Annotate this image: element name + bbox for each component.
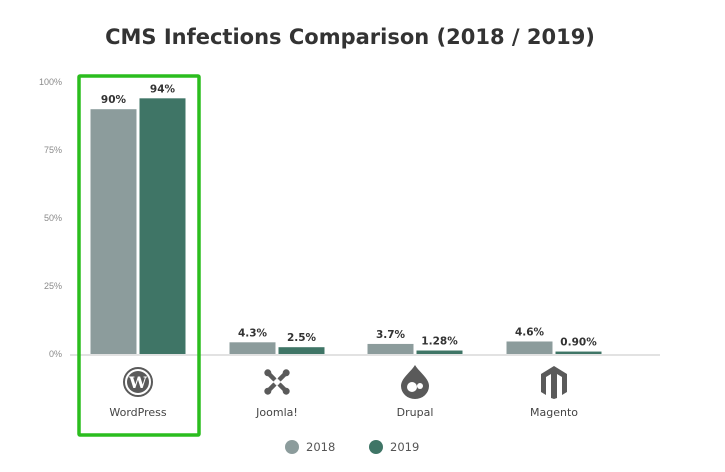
wordpress-icon: W xyxy=(123,367,153,397)
bar-2019-magento xyxy=(555,351,602,354)
legend-item-2018[interactable]: 2018 xyxy=(285,440,335,454)
category-label-wordpress: WordPress xyxy=(109,406,166,419)
data-label: 94% xyxy=(150,83,176,95)
legend-label: 2018 xyxy=(306,440,335,454)
highlight-box xyxy=(77,74,201,437)
bar-2018-wordpress xyxy=(90,109,137,354)
bar-2018-magento xyxy=(506,341,553,354)
data-label: 0.90% xyxy=(560,337,597,349)
data-label: 3.7% xyxy=(376,329,406,341)
y-axis: 0% 25% 50% 75% 100% xyxy=(39,77,62,359)
data-label: 90% xyxy=(101,94,127,106)
y-tick-label: 25% xyxy=(44,281,62,291)
legend-item-2019[interactable]: 2019 xyxy=(369,440,419,454)
svg-text:W: W xyxy=(128,373,148,392)
bar-2019-drupal xyxy=(416,350,463,354)
bar-2019-joomla xyxy=(278,347,325,354)
legend: 2018 2019 xyxy=(285,440,419,454)
data-label: 4.6% xyxy=(515,326,545,338)
bars: 90% 94% 4.3% 2.5% 3.7% 1.28% 4.6% 0.90% xyxy=(90,83,602,354)
bar-2018-drupal xyxy=(367,343,414,354)
y-tick-label: 75% xyxy=(44,145,62,155)
magento-icon xyxy=(541,366,567,399)
drupal-icon xyxy=(401,365,429,399)
category-label-joomla: Joomla! xyxy=(255,406,298,419)
chart-title: CMS Infections Comparison (2018 / 2019) xyxy=(105,25,595,49)
legend-swatch xyxy=(369,440,383,454)
data-label: 1.28% xyxy=(421,336,458,348)
legend-label: 2019 xyxy=(390,440,419,454)
y-tick-label: 50% xyxy=(44,213,62,223)
data-label: 4.3% xyxy=(238,327,268,339)
y-tick-label: 0% xyxy=(49,349,62,359)
category-label-drupal: Drupal xyxy=(397,406,434,419)
data-label: 2.5% xyxy=(287,332,317,344)
bar-2018-joomla xyxy=(229,342,276,354)
legend-swatch xyxy=(285,440,299,454)
bar-2019-wordpress xyxy=(139,98,186,354)
joomla-icon xyxy=(264,369,290,395)
x-axis-categories: W WordPress Joomla! Drupal Magento xyxy=(109,365,578,419)
category-label-magento: Magento xyxy=(530,406,578,419)
y-tick-label: 100% xyxy=(39,77,62,87)
